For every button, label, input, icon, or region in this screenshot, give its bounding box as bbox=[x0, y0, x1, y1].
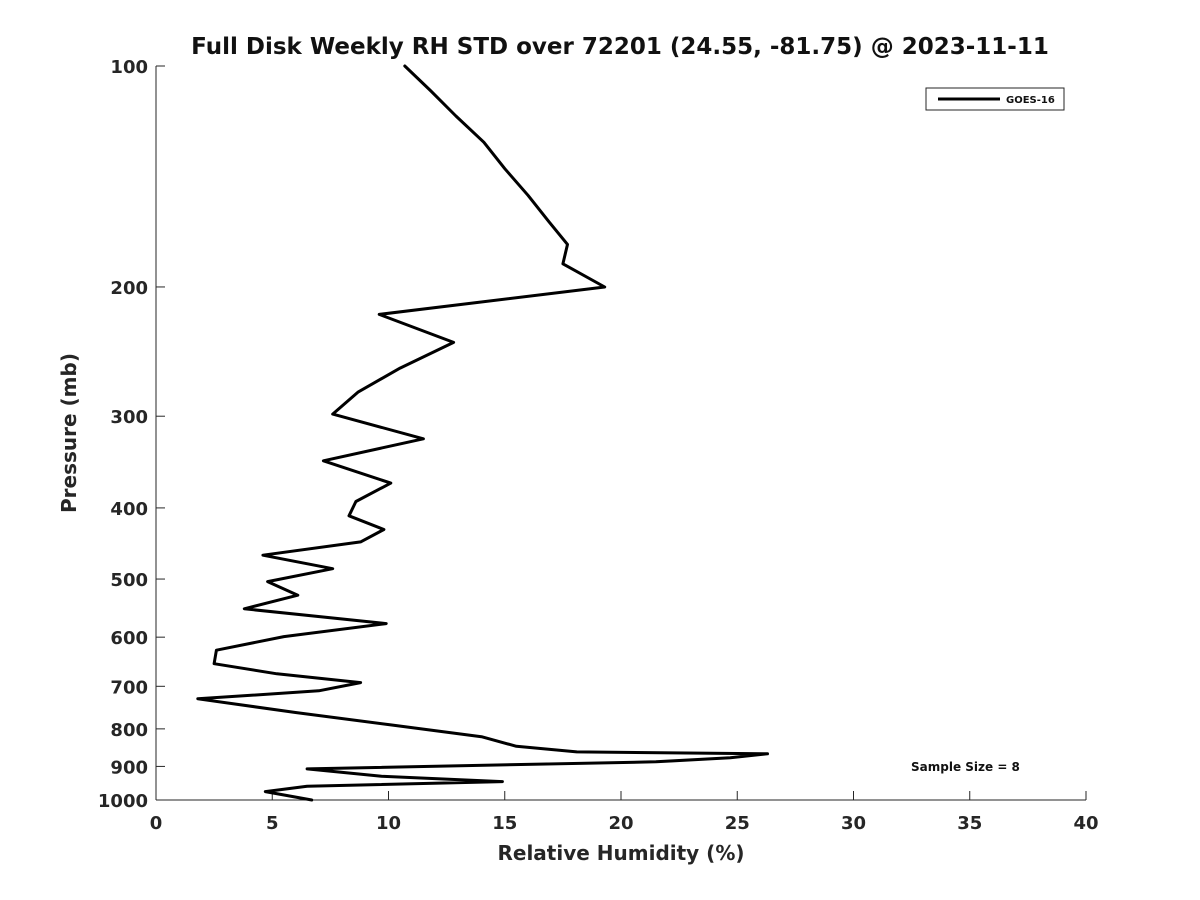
x-axis-label: Relative Humidity (%) bbox=[497, 841, 744, 865]
x-axis-ticks: 0 5 10 15 20 25 30 35 40 bbox=[150, 791, 1099, 834]
x-tick-label: 35 bbox=[957, 813, 982, 834]
x-tick-label: 25 bbox=[725, 813, 750, 834]
legend: GOES-16 bbox=[925, 87, 1065, 111]
y-tick-label: 200 bbox=[110, 278, 148, 299]
x-tick-label: 5 bbox=[266, 813, 279, 834]
y-tick-label: 600 bbox=[110, 628, 148, 649]
y-axis-label: Pressure (mb) bbox=[57, 353, 81, 513]
x-tick-label: 10 bbox=[376, 813, 401, 834]
y-tick-label: 900 bbox=[110, 757, 148, 778]
plot-area: 0 5 10 15 20 25 30 35 40 100 200 300 400 500 600 700 80… bbox=[98, 57, 1099, 834]
x-tick-label: 20 bbox=[608, 813, 633, 834]
y-tick-label: 800 bbox=[110, 720, 148, 741]
x-tick-label: 15 bbox=[492, 813, 517, 834]
y-tick-label: 500 bbox=[110, 570, 148, 591]
y-tick-label: 1000 bbox=[98, 791, 148, 812]
x-tick-label: 40 bbox=[1073, 813, 1098, 834]
chart-title: Full Disk Weekly RH STD over 72201 (24.5… bbox=[191, 34, 1049, 60]
y-tick-label: 100 bbox=[110, 57, 148, 78]
series-goes16-line bbox=[196, 64, 769, 802]
legend-goes16-label: GOES-16 bbox=[1006, 95, 1055, 106]
y-tick-label: 400 bbox=[110, 499, 148, 520]
y-tick-label: 300 bbox=[110, 407, 148, 428]
x-tick-label: 0 bbox=[150, 813, 163, 834]
x-tick-label: 30 bbox=[841, 813, 866, 834]
y-tick-label: 700 bbox=[110, 677, 148, 698]
y-axis-ticks: 100 200 300 400 500 600 700 800 900 1000 bbox=[98, 57, 165, 812]
sample-size-annotation: Sample Size = 8 bbox=[911, 760, 1020, 774]
